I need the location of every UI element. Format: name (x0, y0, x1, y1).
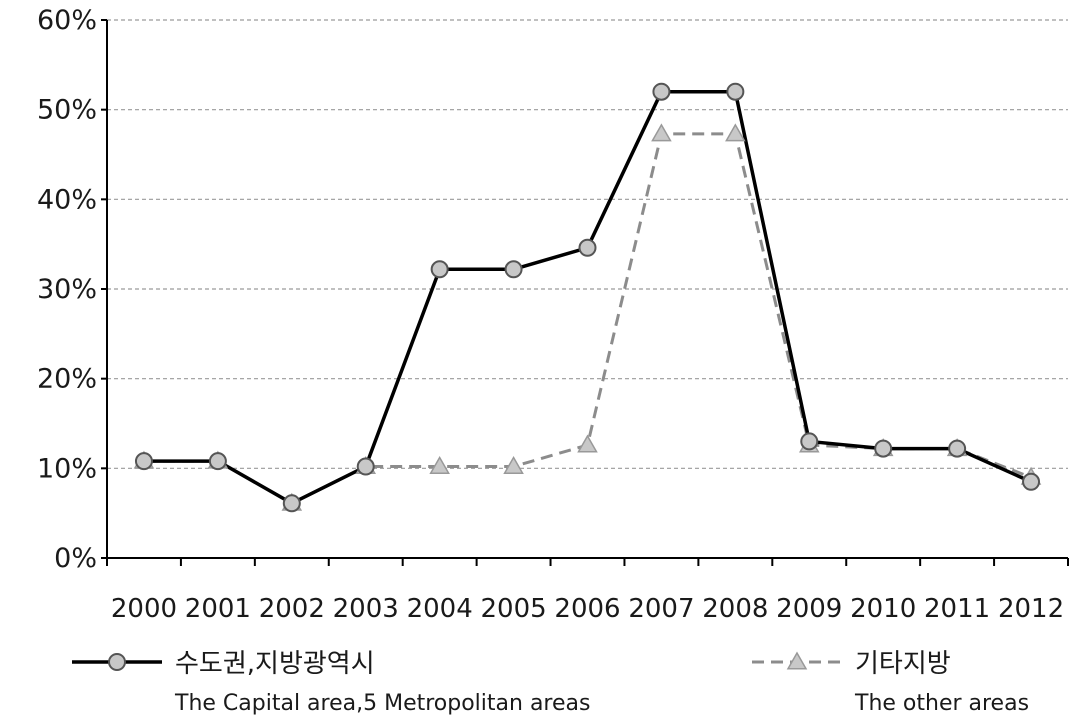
data-point-triangle (725, 123, 746, 142)
data-point-triangle (429, 456, 450, 475)
data-point-triangle (651, 123, 672, 142)
legend-sublabel-series-0: The Capital area,5 Metropolitan areas (174, 691, 590, 716)
y-tick-label: 30% (37, 274, 97, 305)
y-tick-label: 0% (54, 543, 97, 574)
y-tick-label: 40% (37, 184, 97, 215)
data-point-circle (578, 238, 597, 257)
x-tick-label: 2004 (407, 594, 473, 624)
data-point-triangle (503, 456, 524, 475)
x-tick-label: 2002 (259, 594, 325, 624)
data-point-circle (208, 452, 227, 471)
axes (101, 19, 1069, 566)
data-point-circle (652, 82, 671, 101)
y-tick-label: 10% (37, 453, 97, 484)
data-point-circle (430, 260, 449, 279)
x-tick-label: 2011 (924, 594, 990, 624)
legend-label-series-1: 기타지방 (855, 649, 951, 679)
x-tick-label: 2009 (776, 594, 842, 624)
x-tick-label: 2003 (333, 594, 399, 624)
data-point-circle (948, 439, 967, 458)
x-tick-label: 2001 (185, 594, 251, 624)
data-point-circle (356, 457, 375, 476)
y-tick-label: 50% (37, 95, 97, 126)
x-tick-label: 2007 (628, 594, 694, 624)
data-point-circle (282, 494, 301, 513)
x-tick-label: 2008 (702, 594, 768, 624)
data-point-circle (1022, 472, 1041, 491)
x-tick-label: 2005 (480, 594, 546, 624)
data-point-circle (874, 439, 893, 458)
x-tick-label: 2006 (554, 594, 620, 624)
gridlines (107, 19, 1068, 469)
legend-marker-series-0 (108, 653, 126, 671)
legend-marker-series-1 (786, 651, 808, 670)
data-point-circle (726, 82, 745, 101)
data-point-circle (504, 260, 523, 279)
y-tick-label: 60% (37, 5, 97, 36)
series-markers (133, 82, 1042, 513)
legend-sublabel-series-1: The other areas (854, 691, 1029, 716)
x-tick-label: 2010 (850, 594, 916, 624)
legend-label-series-0: 수도권,지방광역시 (175, 649, 375, 679)
data-point-circle (800, 432, 819, 451)
tick-labels: 0% 10% 20% 30% 40% 50% 60% 2000 2001 2002 2003 2004… (37, 5, 1064, 624)
data-point-circle (134, 452, 153, 471)
data-point-triangle (577, 434, 598, 453)
x-tick-label: 2000 (111, 594, 177, 624)
x-tick-label: 2012 (998, 594, 1064, 624)
y-tick-label: 20% (37, 364, 97, 395)
legend: 수도권,지방광역시 The Capital area,5 Metropolitan… (72, 649, 1029, 716)
